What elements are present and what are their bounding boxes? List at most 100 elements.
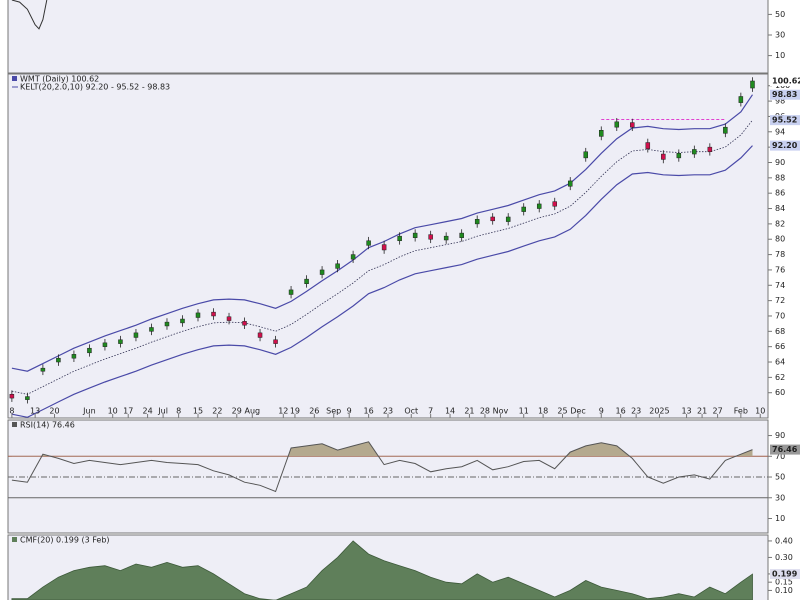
candle-body (180, 318, 185, 324)
x-tick-label: 23 (383, 407, 393, 416)
y-tick-label: 70 (775, 311, 785, 320)
candle-body (366, 240, 371, 246)
candle-body (459, 232, 464, 238)
line (11, 441, 753, 493)
x-tick-label: 10 (755, 407, 765, 416)
y-tick-label: 82 (775, 219, 785, 228)
y-tick-label: 90 (775, 431, 785, 440)
y-tick-label: 68 (775, 327, 785, 336)
y-tick-label: 50 (775, 473, 785, 482)
y-tick-label: 90 (775, 158, 785, 167)
value-badge (770, 75, 800, 86)
y-tick-label: 0.15 (775, 578, 793, 587)
area (11, 540, 753, 600)
x-tick-label: 21 (697, 407, 707, 416)
x-tick-label: 13 (681, 407, 691, 416)
y-tick-label: 86 (775, 189, 785, 198)
x-tick-label: 16 (616, 407, 626, 416)
candle-body (645, 142, 651, 149)
candle-body (521, 206, 526, 212)
rsi-panel (7, 419, 769, 534)
x-tick-label: 8 (176, 407, 181, 416)
candle-body (583, 151, 589, 159)
x-tick-label: 10 (108, 407, 118, 416)
plot-group (11, 0, 48, 30)
y-tick-label: 64 (775, 358, 785, 367)
x-tick-label: Aug (244, 407, 260, 416)
y-tick-label: 10 (775, 51, 785, 60)
candle-body (102, 342, 108, 347)
value-badge-label: 0.199 (772, 570, 798, 579)
y-tick-label: 94 (775, 127, 785, 136)
y-tick-label: 30 (775, 31, 785, 40)
cmf-title: CMF(20) 0.199 (3 Feb) (20, 536, 110, 545)
x-tick-label: 27 (712, 407, 722, 416)
candle-body (381, 244, 387, 251)
x-tick-label: 16 (364, 407, 374, 416)
x-tick-label: 14 (445, 407, 455, 416)
x-tick-label: 19 (290, 407, 300, 416)
x-tick-label: Dec (570, 407, 585, 416)
x-tick-label: 28 (480, 407, 490, 416)
candle-body (505, 216, 511, 222)
value-badge (770, 444, 800, 455)
candle-body (87, 347, 92, 354)
candle-body (71, 354, 77, 359)
candle-body (630, 122, 635, 128)
x-tick-label: 15 (193, 407, 203, 416)
candle-body (750, 80, 755, 89)
x-tick-label: 9 (347, 407, 352, 416)
top-panel (7, 0, 769, 74)
x-tick-label: 22 (212, 407, 222, 416)
value-badge (770, 89, 800, 100)
y-tick-label: 0.30 (775, 553, 793, 562)
x-tick-label: 8 (9, 407, 14, 416)
y-tick-label: 0.10 (775, 586, 793, 595)
candle-body (40, 367, 46, 372)
candle-body (9, 394, 15, 399)
x-tick-label: 17 (123, 407, 133, 416)
candle-body (707, 146, 713, 152)
value-badge-label: 95.52 (772, 116, 797, 125)
candle-body (428, 234, 433, 240)
candle-body (661, 153, 666, 160)
price-panel (7, 73, 769, 419)
y-tick-label: 10 (775, 514, 785, 523)
value-badge (770, 140, 800, 151)
candle-body (319, 269, 325, 275)
candle-body (599, 130, 604, 137)
y-tick-label: 62 (775, 373, 785, 382)
x-tick-label: Jul (157, 407, 168, 416)
x-tick-label: 20 (49, 407, 59, 416)
price-title: WMT (Daily) 100.62 (20, 75, 99, 84)
y-tick-label: 78 (775, 250, 785, 259)
y-tick-label: 74 (775, 281, 785, 290)
candle-body (412, 232, 418, 238)
candle-body (226, 316, 232, 321)
candle-body (257, 332, 263, 338)
line (11, 0, 48, 30)
x-tick-label: 13 (30, 407, 40, 416)
candle-body (25, 396, 30, 400)
candle-body (211, 311, 216, 317)
x-tick-label: 9 (599, 407, 604, 416)
plot-group (11, 540, 753, 600)
y-tick-label: 66 (775, 342, 785, 351)
rsi-icon (12, 422, 17, 427)
candle-body (195, 312, 201, 318)
x-tick-label: Jun (82, 407, 96, 416)
candle-body (335, 263, 340, 269)
x-tick-label: Sep (326, 407, 341, 416)
value-badge (770, 569, 800, 580)
price-legend: KELT(20,2.0,10) 92.20 - 95.52 - 98.83 (20, 83, 170, 92)
candle-body (723, 126, 728, 134)
plot-group (9, 77, 755, 418)
candle-body (350, 254, 356, 260)
x-tick-label: 2025 (649, 407, 669, 416)
x-tick-label: 24 (142, 407, 152, 416)
x-tick-label: 7 (428, 407, 433, 416)
x-tick-label: Oct (404, 407, 418, 416)
y-tick-label: 88 (775, 173, 785, 182)
symbol-icon (12, 76, 17, 81)
